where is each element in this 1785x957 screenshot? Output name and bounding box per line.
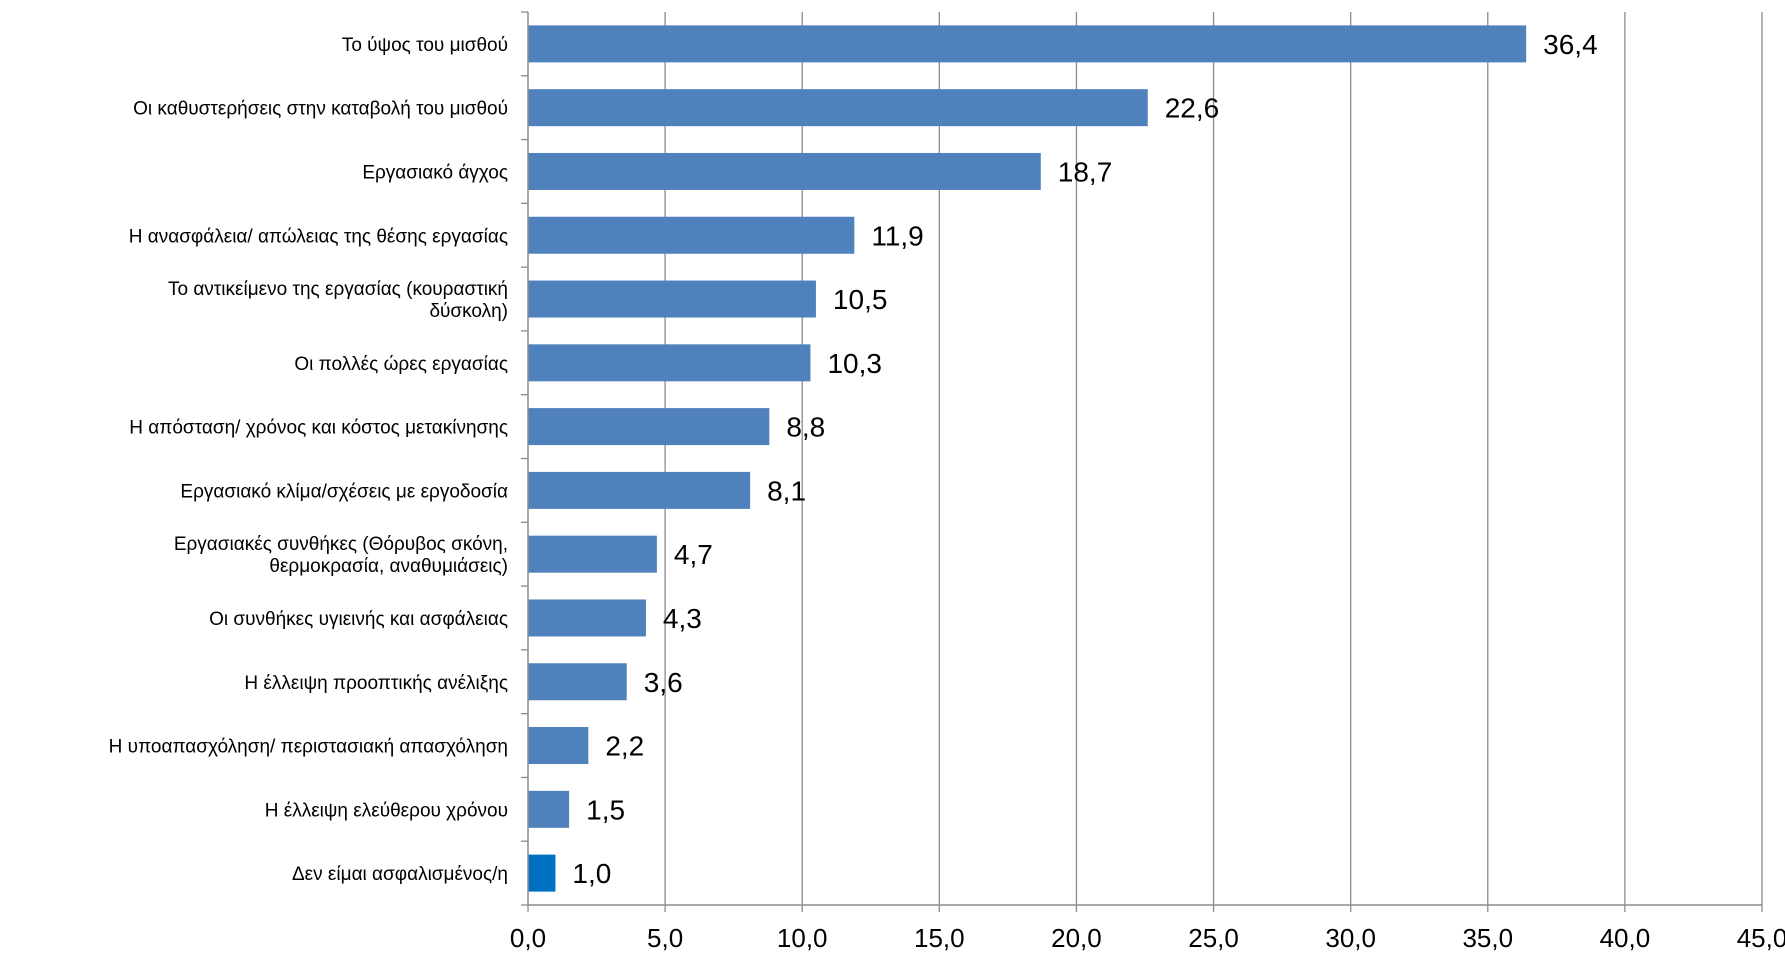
data-label: 10,3 [827,348,882,379]
bar [528,790,570,828]
axes [521,11,1763,912]
gridlines [664,12,1763,905]
data-label: 4,7 [674,539,713,570]
category-label: Οι πολλές ώρες εργασίας [294,354,508,375]
bar [528,408,770,446]
x-tick-label: 5,0 [647,923,683,953]
data-label: 11,9 [871,220,923,251]
bar [528,25,1527,63]
category-label: Δεν είμαι ασφαλισμένος/η [292,864,508,885]
data-label: 4,3 [663,603,702,634]
x-tick-label: 25,0 [1188,923,1239,953]
x-tick-label: 35,0 [1462,923,1513,953]
x-tick-label: 45,0 [1737,923,1785,953]
data-label: 2,2 [605,731,644,762]
data-label: 22,6 [1165,93,1220,124]
bar [528,344,811,382]
category-label: Η υποαπασχόληση/ περιστασιακή απασχόληση [109,737,508,758]
bar [528,471,751,509]
category-label: δύσκολη) [429,301,508,322]
data-label: 36,4 [1543,29,1598,60]
category-labels: Το ύψος του μισθού Οι καθυστερήσεις στην … [109,35,508,885]
bar [528,280,816,318]
bar [528,152,1041,190]
x-tick-label: 0,0 [510,923,546,953]
x-tick-labels: 0,0 5,0 10,0 15,0 20,0 25,0 30,0 35,0 40,0 45,0 [510,923,1785,953]
x-tick-label: 40,0 [1600,923,1651,953]
data-label: 8,8 [786,412,825,443]
category-label: Εργασιακό άγχος [362,162,508,183]
category-label: Η έλλειψη ελεύθερου χρόνου [265,800,508,821]
bar [528,216,855,254]
x-tick-label: 15,0 [914,923,965,953]
x-tick-label: 30,0 [1325,923,1376,953]
bar [528,89,1148,127]
data-label: 1,0 [572,858,611,889]
category-label: Εργασιακές συνθήκες (Θόρυβος σκόνη, [174,534,508,555]
data-label: 10,5 [833,284,888,315]
bar [528,599,646,637]
data-labels: 36,4 22,6 18,7 11,9 10,5 10,3 8,8 8,1 4,7 4,3 3,6 2… [572,29,1597,889]
category-label: Οι καθυστερήσεις στην καταβολή του μισθο… [133,99,508,120]
bar [528,727,589,765]
bar [528,663,627,701]
data-label: 3,6 [644,667,683,698]
category-label: Εργασιακό κλίμα/σχέσεις με εργοδοσία [180,481,508,502]
category-label: Η ανασφάλεια/ απώλειας της θέσης εργασία… [129,226,508,247]
bar [528,535,657,573]
category-label: Το αντικείμενο της εργασίας (κουραστική [168,279,508,300]
category-label: Οι συνθήκες υγιεινής και ασφάλειας [209,609,508,630]
x-tick-label: 20,0 [1051,923,1102,953]
data-label: 18,7 [1058,156,1113,187]
category-label: Η έλλειψη προοπτικής ανέλιξης [244,673,508,694]
category-label: Η απόσταση/ χρόνος και κόστος μετακίνηση… [129,418,508,439]
x-tick-label: 10,0 [777,923,828,953]
data-label: 8,1 [767,475,806,506]
data-label: 1,5 [586,794,625,825]
bars [528,25,1527,892]
category-label: Το ύψος του μισθού [342,35,508,56]
bar [528,854,556,892]
category-label: θερμοκρασία, αναθυμιάσεις) [269,556,508,577]
